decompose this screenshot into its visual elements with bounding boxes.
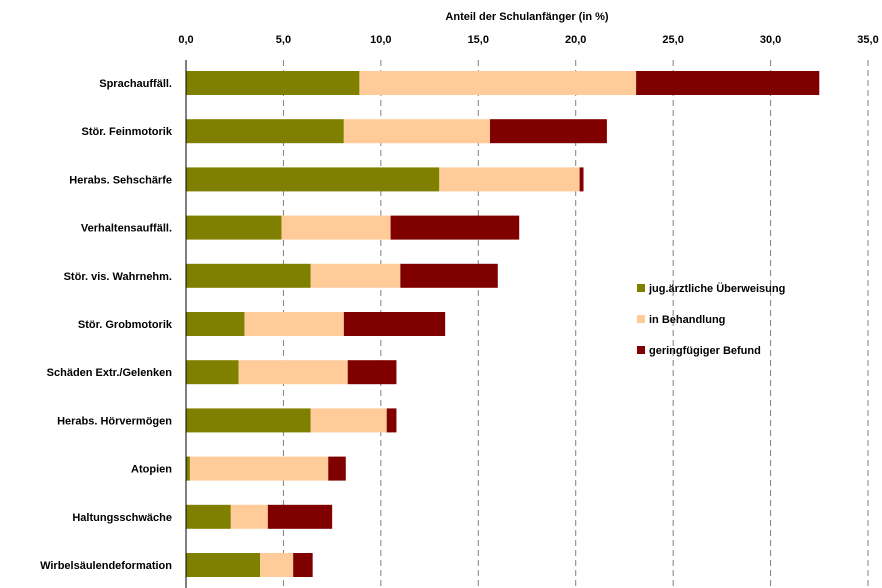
x-tick-label: 30,0 [760, 34, 781, 46]
bar-segment [186, 504, 231, 529]
x-tick-label: 5,0 [276, 34, 291, 46]
bar-segment [310, 408, 387, 433]
bar-segment [343, 119, 490, 144]
x-tick-label: 15,0 [468, 34, 489, 46]
bar-segment [186, 263, 311, 288]
bar-segment [230, 504, 268, 529]
bar-segment [260, 553, 294, 577]
bar-segment [489, 119, 607, 144]
bar-segment [400, 263, 498, 288]
bar-segment [359, 71, 637, 95]
bar-segment [186, 167, 440, 192]
x-tick-label: 0,0 [178, 34, 193, 46]
legend-swatch [637, 315, 645, 323]
bar-segment [186, 215, 282, 240]
bar-segment [186, 360, 239, 385]
x-tick-label: 20,0 [565, 34, 586, 46]
bar-segment [238, 360, 348, 385]
bar-segment [343, 312, 446, 336]
category-labels: Sprachauffäll. Stör. Feinmotorik Herabs. S… [40, 78, 173, 572]
legend-swatch [637, 346, 645, 354]
bar-marks [186, 71, 820, 577]
bar-segment [281, 215, 391, 240]
x-axis-title: Anteil der Schulanfänger (in %) [445, 11, 609, 23]
legend-label: geringfügiger Befund [649, 345, 761, 357]
bar-segment [186, 119, 344, 144]
bar-segment [186, 408, 311, 433]
bar-segment [390, 215, 520, 240]
bar-segment [439, 167, 580, 192]
x-tick-label: 35,0 [857, 34, 878, 46]
x-tick-label: 10,0 [370, 34, 391, 46]
category-label: Herabs. Hörvermögen [57, 415, 172, 427]
category-label: Stör. Grobmotorik [78, 319, 173, 331]
bar-segment [293, 553, 313, 577]
category-label: Herabs. Sehschärfe [69, 174, 172, 186]
x-tick-labels: 0,0 5,0 10,0 15,0 20,0 25,0 30,0 35,0 [178, 34, 878, 46]
category-label: Wirbelsäulendeformation [40, 560, 172, 572]
legend-label: in Behandlung [649, 314, 725, 326]
bar-segment [636, 71, 820, 95]
bar-segment [244, 312, 344, 336]
bar-segment [579, 167, 584, 192]
category-label: Sprachauffäll. [99, 78, 172, 90]
category-label: Haltungsschwäche [72, 512, 172, 524]
bar-segment [189, 456, 329, 481]
bar-segment [186, 456, 190, 481]
bar-segment [386, 408, 397, 433]
x-tick-label: 25,0 [662, 34, 683, 46]
category-label: Atopien [131, 464, 172, 476]
category-label: Schäden Extr./Gelenken [47, 367, 173, 379]
bar-segment [328, 456, 346, 481]
legend-label: jug.ärztliche Überweisung [648, 282, 785, 295]
category-label: Verhaltensauffäll. [81, 223, 172, 235]
category-label: Stör. vis. Wahrnehm. [64, 271, 172, 283]
category-label: Stör. Feinmotorik [82, 126, 173, 138]
bar-segment [186, 553, 261, 577]
bar-segment [186, 312, 245, 336]
legend-swatch [637, 284, 645, 292]
bar-segment [267, 504, 333, 529]
legend: jug.ärztliche Überweisung in Behandlung ge… [637, 282, 785, 357]
bar-segment [186, 71, 360, 95]
bar-segment [347, 360, 397, 385]
bar-segment [310, 263, 401, 288]
